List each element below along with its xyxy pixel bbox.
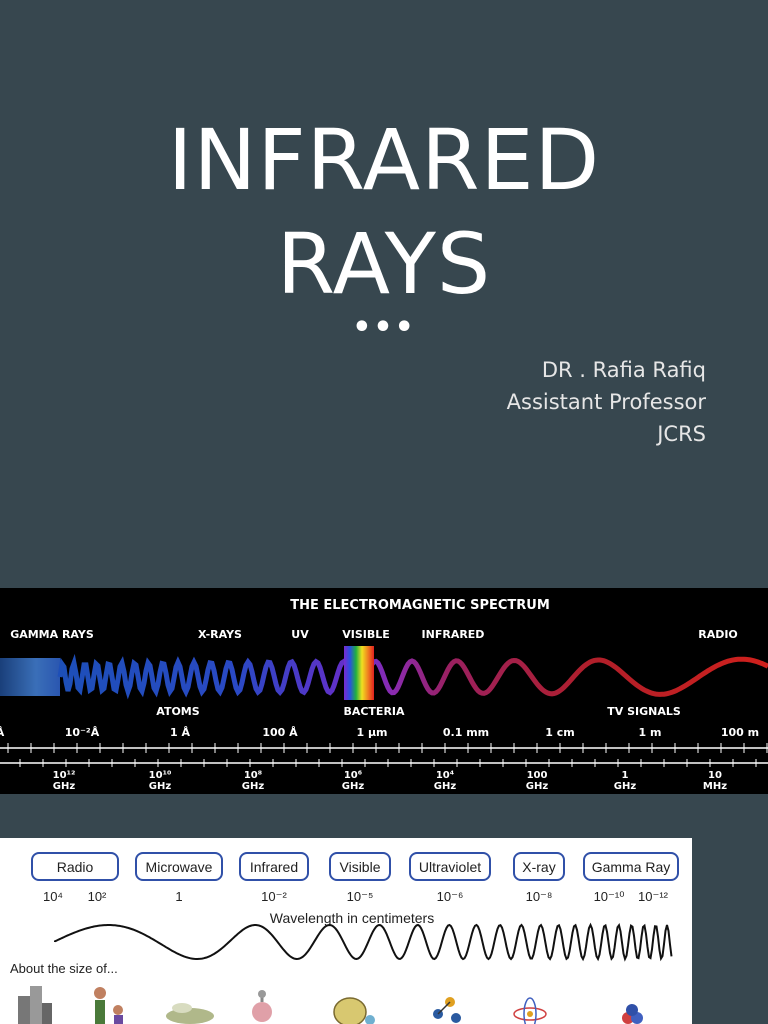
em-frequency-value: 10¹⁰ [149,770,172,781]
em-frequency-unit: GHz [53,781,76,792]
em-wavelength-label: 100 m [721,726,759,739]
band-wavelength-value: 10⁻⁵ [347,889,374,904]
band-box-visible: Visible 10⁻⁵ [329,852,391,904]
band-wavelength-value: 10⁻¹² [638,889,669,904]
em-frequency-unit: GHz [526,781,549,792]
band-box-x-ray: X-ray 10⁻⁸ [513,852,565,904]
band-wavelength-value: 10⁴ [43,889,63,904]
band-box-radio: Radio 10⁴ 10² [31,852,119,904]
cell-icon [252,990,272,1022]
em-wavelength-label: 1 m [639,726,662,739]
atom-icon [513,997,547,1024]
em-frequency-unit: MHz [703,781,727,792]
em-frequency-unit: GHz [242,781,265,792]
author-position: Assistant Professor [506,390,706,414]
band-box-frame [583,852,679,881]
em-spectrum-svg: THE ELECTROMAGNETIC SPECTRUM GAMMA RAYS X… [0,598,768,792]
person-icon [94,987,123,1024]
gamma-band-block [0,658,60,696]
molecule-icon [433,997,461,1023]
band-wavelength-value: 10⁻¹⁰ [594,889,625,904]
em-frequency-value: 1 [622,770,629,781]
size-diagram-svg: Radio 10⁴ 10² Microwave 1 Infrared 10⁻² Visible… [10,852,679,1024]
band-box-frame [135,852,223,881]
em-spectrum-title: THE ELECTROMAGNETIC SPECTRUM [290,598,550,613]
title-line-1: INFRARED [167,111,601,209]
em-size-label-tv-signals: TV SIGNALS [607,705,681,718]
em-wavelength-label: 1 cm [545,726,574,739]
band-box-frame [329,852,391,881]
band-wavelength-value: 1 [175,889,182,904]
band-wavelength-value: 10⁻⁶ [437,889,464,904]
band-box-label: Gamma Ray [592,859,671,875]
em-wavelength-label: 100 Å [262,726,298,739]
nucleus-icon [622,1004,643,1024]
em-band-label-visible: VISIBLE [342,628,390,641]
em-frequency-value: 10⁶ [344,770,362,781]
em-wavelength-label: 0.1 mm [443,726,489,739]
em-wavelength-label: Å [0,726,5,739]
author-name: DR . Rafia Rafiq [541,358,706,382]
band-box-infrared: Infrared 10⁻² [239,852,309,904]
wavelength-size-diagram: Radio 10⁴ 10² Microwave 1 Infrared 10⁻² Visible… [0,838,692,1024]
em-frequency-unit: GHz [434,781,457,792]
em-size-label-bacteria: BACTERIA [343,705,405,718]
title-line-2: RAYS [276,215,492,313]
author-block: DR . Rafia Rafiq Assistant Professor JCR… [507,354,706,450]
em-wavelength-label: 10⁻²Å [65,726,100,739]
band-box-label: Radio [57,859,94,875]
band-wavelength-value: 10⁻⁸ [526,889,553,904]
em-band-label-gamma-rays: GAMMA RAYS [10,628,94,641]
building-icon [18,986,52,1024]
author-institution: JCRS [657,422,706,446]
em-frequency-value: 10 [708,770,722,781]
wavelength-label: Wavelength in centimeters [270,910,434,926]
em-band-label-radio: RADIO [698,628,738,641]
wavelength-wave [54,922,673,962]
em-frequency-value: 100 [527,770,548,781]
band-box-frame [409,852,491,881]
electromagnetic-spectrum-image: THE ELECTROMAGNETIC SPECTRUM GAMMA RAYS X… [0,588,768,794]
band-box-frame [239,852,309,881]
em-frequency-unit: GHz [149,781,172,792]
band-box-frame [513,852,565,881]
visible-spectrum-band [344,646,374,700]
em-frequency-value: 10⁴ [436,770,454,781]
band-box-frame [31,852,119,881]
em-band-label-infrared: INFRARED [422,628,485,641]
em-frequency-unit: GHz [342,781,365,792]
em-frequency-value: 10⁸ [244,770,262,781]
band-box-label: Visible [340,859,381,875]
band-box-ultraviolet: Ultraviolet 10⁻⁶ [409,852,491,904]
em-band-label-x-rays: X-RAYS [198,628,242,641]
em-wavelength-label: 1 μm [356,726,387,739]
em-frequency-value: 10¹² [53,770,76,781]
slide-title: INFRARED RAYS [0,108,768,316]
em-wavelength-label: 1 Å [170,726,190,739]
band-wavelength-value: 10⁻² [261,889,287,904]
band-box-label: Microwave [146,859,213,875]
about-size-label: About the size of... [10,961,118,976]
band-wavelength-value: 10² [88,889,107,904]
band-box-label: Infrared [250,859,298,875]
band-box-microwave: Microwave 1 [135,852,223,904]
em-band-label-uv: UV [291,628,309,641]
decorative-dots: ••• [352,310,416,345]
band-box-label: Ultraviolet [419,859,481,875]
insect-icon [166,1003,214,1024]
em-frequency-unit: GHz [614,781,637,792]
band-box-label: X-ray [522,859,555,875]
bacteria-icon [333,997,375,1024]
em-size-label-atoms: ATOMS [156,705,199,718]
em-wave [57,653,768,700]
band-box-gamma-ray: Gamma Ray 10⁻¹⁰ 10⁻¹² [583,852,679,904]
